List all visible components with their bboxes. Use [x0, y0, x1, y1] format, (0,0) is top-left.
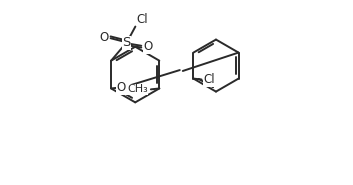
Text: S: S: [122, 36, 131, 49]
Text: CH₃: CH₃: [127, 84, 148, 94]
Text: Cl: Cl: [203, 73, 215, 86]
Text: O: O: [99, 31, 108, 44]
Text: Cl: Cl: [136, 13, 148, 26]
Text: O: O: [143, 40, 153, 53]
Text: O: O: [116, 81, 126, 94]
